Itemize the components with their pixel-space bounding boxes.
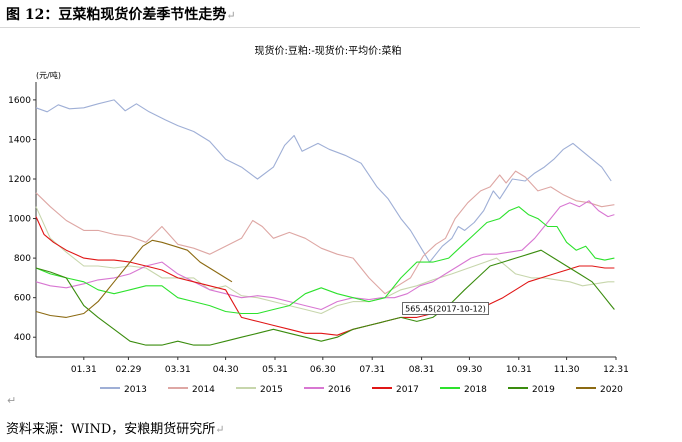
x-tick-label: 12.31: [603, 365, 629, 375]
title-rule: [0, 27, 640, 28]
y-tick-label: 1000: [8, 215, 31, 225]
legend-label-2013: 2013: [124, 385, 147, 395]
tooltip-text: 565.45(2017-10-12): [405, 304, 486, 313]
x-tick-label: 10.31: [506, 365, 532, 375]
paragraph-mark-icon: ↵: [226, 9, 236, 22]
series-line-2014: [35, 170, 615, 295]
x-tick-label: 09.30: [457, 365, 483, 375]
y-tick-label: 1200: [8, 175, 31, 185]
source-text: 资料来源：WIND，安粮期货研究所: [6, 422, 216, 437]
y-tick-label: 600: [14, 294, 31, 304]
x-tick-label: 06.30: [310, 365, 336, 375]
x-tick-label: 08.31: [409, 365, 435, 375]
x-tick-label: 01.31: [71, 365, 97, 375]
y-tick-label: 800: [14, 254, 31, 264]
x-tick-label: 02.29: [116, 365, 142, 375]
legend-label-2016: 2016: [328, 385, 351, 395]
y-tick-label: 400: [14, 333, 31, 343]
legend-label-2020: 2020: [600, 385, 623, 395]
series-line-2015: [35, 206, 615, 315]
series-lines: [35, 99, 615, 346]
x-tick-label: 11.30: [554, 365, 580, 375]
paragraph-mark-icon: ↵: [7, 394, 17, 407]
series-line-2016: [35, 200, 615, 311]
series-line-2018: [35, 206, 615, 315]
series-line-2013: [35, 99, 612, 263]
x-tick-label: 07.31: [359, 365, 385, 375]
legend-label-2019: 2019: [532, 385, 555, 395]
paragraph-mark-icon: ↵: [215, 423, 225, 436]
x-tick-label: 05.31: [262, 365, 288, 375]
figure-title-text: 图 12：豆菜粕现货价差季节性走势: [6, 7, 227, 23]
legend-label-2015: 2015: [260, 385, 283, 395]
source-note: 资料来源：WIND，安粮期货研究所↵: [6, 418, 225, 437]
x-tick-label: 03.31: [165, 365, 191, 375]
y-tick-label: 1600: [8, 96, 31, 106]
y-axis-label: (元/吨): [36, 70, 61, 80]
series-line-2020: [35, 239, 233, 318]
data-tooltip: 565.45(2017-10-12): [402, 302, 489, 315]
figure-title: 图 12：豆菜粕现货价差季节性走势↵: [6, 4, 236, 24]
y-tick-label: 1400: [8, 135, 31, 145]
legend: 2013 2014 2015 2016 2017 2018 2019 2020: [100, 385, 623, 395]
axes: 400 600 800 1000 1200 1400 1600 01.31 02.29 03.31…: [8, 82, 629, 375]
legend-label-2017: 2017: [396, 385, 419, 395]
seasonal-spread-chart: 现货价:豆粕:-现货价:平均价:菜粕 (元/吨) 400 600 800 1000 12…: [8, 44, 629, 395]
series-line-2019: [35, 249, 615, 346]
chart-title: 现货价:豆粕:-现货价:平均价:菜粕: [254, 44, 401, 57]
tooltip-box: [402, 302, 489, 315]
series-line-2017: [35, 216, 615, 336]
legend-label-2018: 2018: [464, 385, 487, 395]
x-tick-label: 04.30: [213, 365, 239, 375]
legend-label-2014: 2014: [192, 385, 215, 395]
